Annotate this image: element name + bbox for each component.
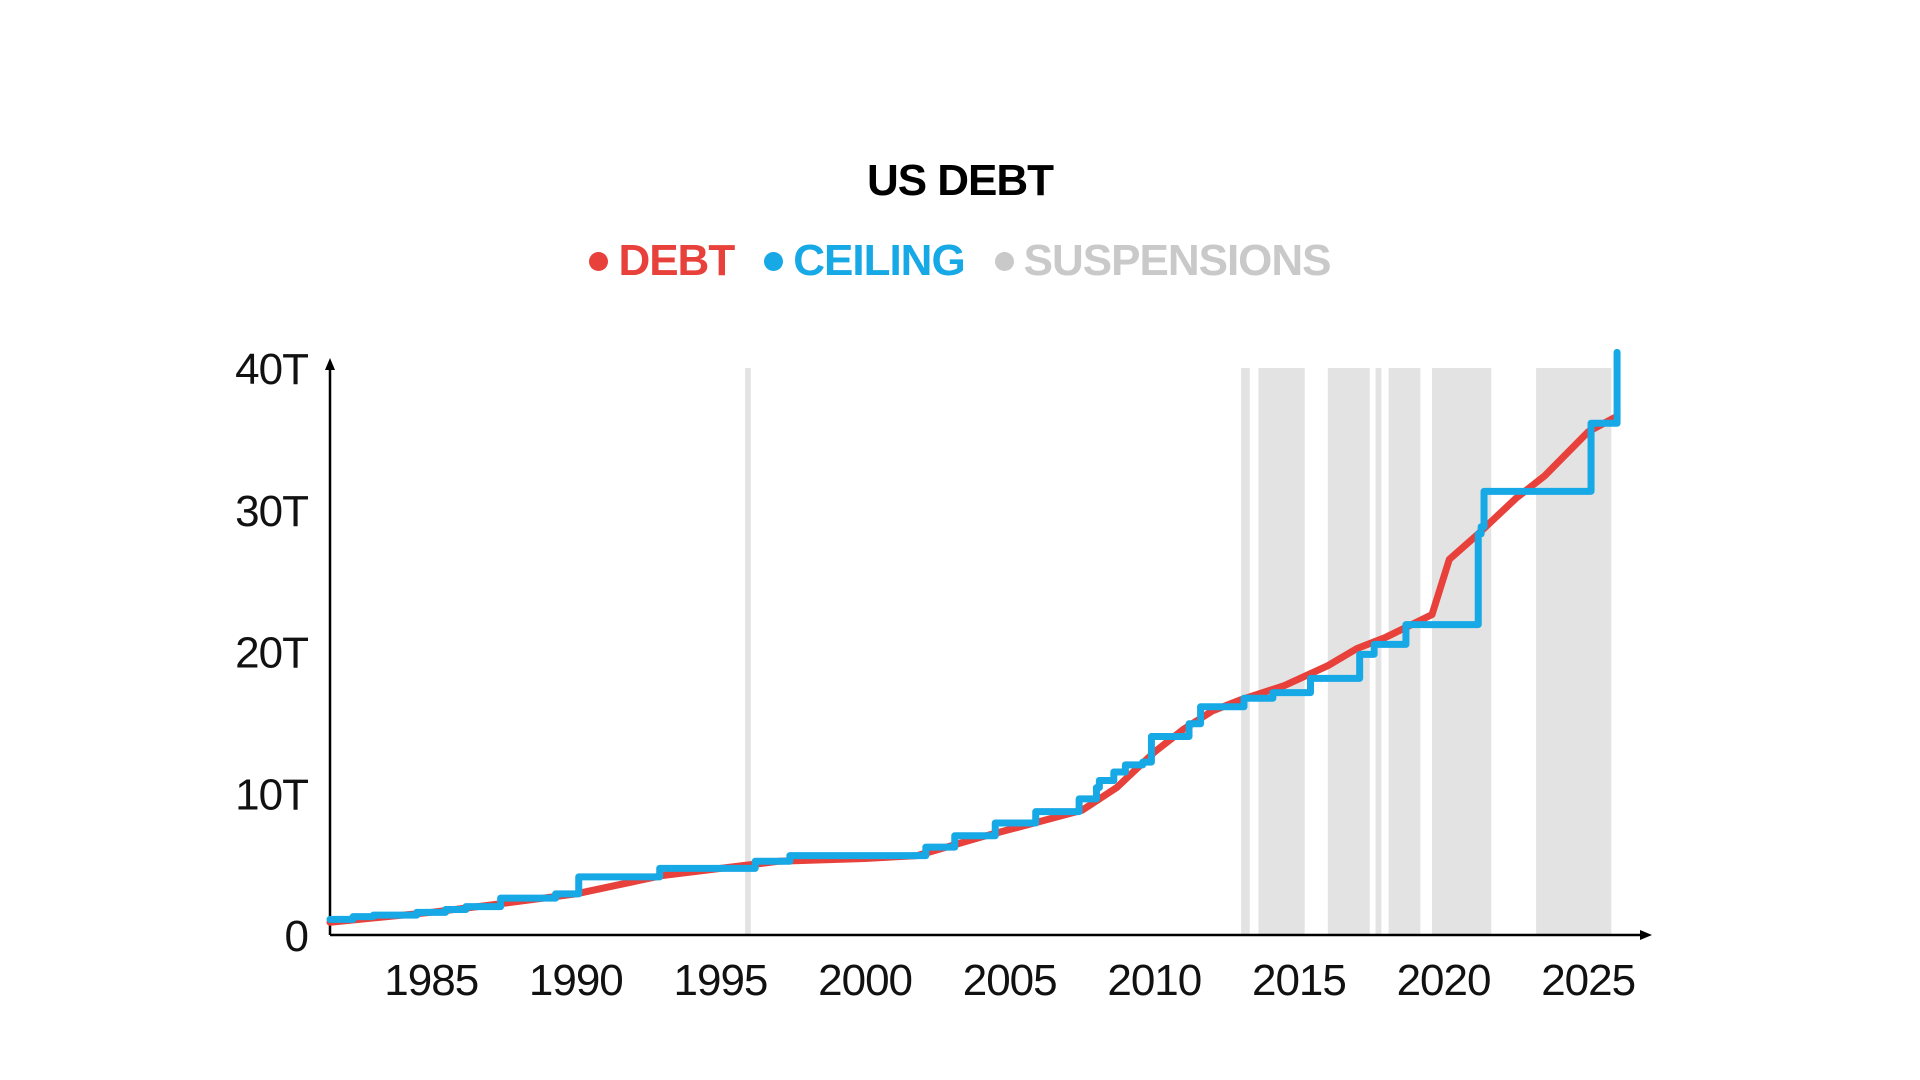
- x-tick-label: 2010: [1107, 956, 1201, 1005]
- x-axis-arrow: [1640, 930, 1652, 940]
- suspension-band-6: [1431, 368, 1492, 935]
- x-tick-label: 1995: [674, 956, 768, 1005]
- y-tick-labels: 0 10T 20T 30T 40T: [235, 345, 309, 961]
- series-line-ceiling: [326, 348, 1621, 923]
- x-tick-label: 1990: [529, 956, 623, 1005]
- y-tick-label: 40T: [235, 345, 308, 394]
- legend-item-debt: DEBT: [589, 236, 735, 286]
- suspension-band-1: [1241, 368, 1250, 935]
- y-tick-label: 20T: [235, 629, 308, 678]
- chart-legend: DEBT CEILING SUSPENSIONS: [0, 236, 1920, 286]
- legend-swatch-suspensions: [994, 251, 1014, 271]
- legend-item-ceiling: CEILING: [764, 236, 966, 286]
- suspension-band-0: [745, 368, 751, 935]
- suspension-band-5: [1388, 368, 1421, 935]
- legend-item-suspensions: SUSPENSIONS: [994, 236, 1332, 286]
- suspension-bands: [745, 368, 1612, 935]
- series-lines: [326, 348, 1621, 926]
- x-tick-labels: 1985 1990 1995 2000 2005 2010 2015 2020 2025: [384, 956, 1636, 1005]
- x-tick-label: 2005: [963, 956, 1057, 1005]
- legend-swatch-ceiling: [764, 251, 784, 271]
- y-tick-label: 30T: [235, 487, 308, 536]
- x-tick-label: 2025: [1541, 956, 1635, 1005]
- y-tick-label: 10T: [235, 770, 308, 819]
- chart-title: US DEBT: [866, 156, 1054, 205]
- y-axis-arrow: [325, 358, 335, 370]
- suspension-band-2: [1258, 368, 1305, 935]
- x-tick-label: 2020: [1397, 956, 1491, 1005]
- x-tick-label: 2000: [818, 956, 912, 1005]
- legend-swatch-debt: [589, 251, 609, 271]
- x-tick-label: 1985: [384, 956, 478, 1005]
- legend-label-suspensions: SUSPENSIONS: [1023, 236, 1332, 285]
- suspension-band-4: [1375, 368, 1382, 935]
- y-tick-label: 0: [285, 912, 308, 961]
- legend-label-debt: DEBT: [618, 236, 735, 285]
- suspension-band-7: [1536, 368, 1612, 935]
- axes: [325, 358, 1652, 940]
- x-tick-label: 2015: [1252, 956, 1346, 1005]
- series-line-debt: [326, 412, 1621, 926]
- legend-label-ceiling: CEILING: [793, 236, 965, 285]
